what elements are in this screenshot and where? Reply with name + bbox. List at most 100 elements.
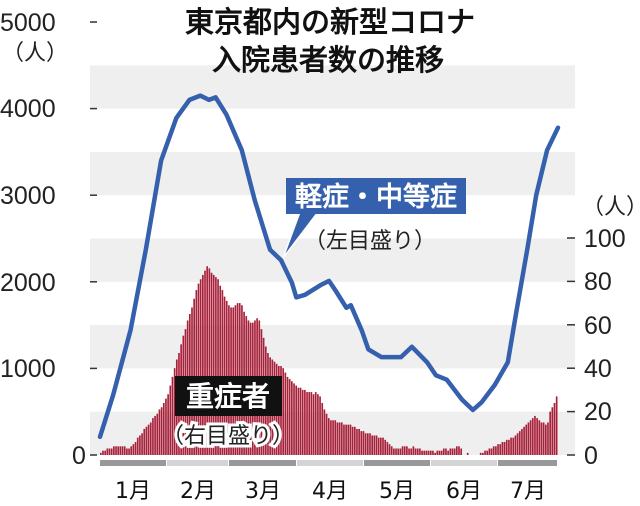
severe-bar xyxy=(521,428,523,455)
severe-bar xyxy=(356,428,358,455)
severe-bar xyxy=(351,426,354,455)
month-bar xyxy=(229,460,296,466)
severe-bar xyxy=(169,385,172,455)
severe-bar xyxy=(197,283,200,455)
severe-bar xyxy=(152,418,154,455)
severe-bar xyxy=(499,444,502,455)
grid-bands xyxy=(90,65,575,455)
severe-bar xyxy=(534,415,536,455)
right-tick-label: 40 xyxy=(584,355,612,383)
severe-bar xyxy=(416,448,419,455)
severe-bar xyxy=(366,433,369,455)
moderate-label: 軽症・中等症 xyxy=(295,181,457,213)
severe-bar xyxy=(453,448,456,455)
severe-bar xyxy=(306,392,308,455)
severe-bar xyxy=(412,446,415,455)
severe-bar xyxy=(113,446,115,455)
severe-bar xyxy=(336,422,339,455)
severe-bar xyxy=(219,285,222,455)
severe-bar xyxy=(325,413,328,455)
left-tick-label: 2000 xyxy=(0,269,56,297)
month-label: 7月 xyxy=(510,479,546,504)
severe-bar xyxy=(206,266,209,455)
moderate-axis-note: （左目盛り） xyxy=(304,229,436,254)
severe-bar xyxy=(460,448,462,455)
severe-bar xyxy=(327,418,330,455)
severe-bar xyxy=(338,422,341,455)
severe-bar xyxy=(173,368,176,455)
grid-band xyxy=(90,65,575,109)
severe-bar xyxy=(288,379,291,455)
severe-bar xyxy=(497,444,499,455)
moderate-line xyxy=(97,93,561,440)
right-tick-label: 20 xyxy=(584,398,612,426)
chart-title-line1: 東京都内の新型コロナ xyxy=(185,5,475,39)
severe-bar xyxy=(340,422,343,455)
severe-bar xyxy=(429,450,432,455)
severe-bar xyxy=(414,448,417,455)
severe-bar xyxy=(531,418,534,455)
severe-bar xyxy=(291,381,293,455)
severe-bar xyxy=(551,407,554,455)
severe-bar xyxy=(301,389,304,455)
left-tick-label: 3000 xyxy=(0,182,56,210)
right-tick-label: 0 xyxy=(584,442,598,470)
severe-bar xyxy=(455,446,458,455)
month-label: 4月 xyxy=(312,479,348,504)
severe-bar xyxy=(312,394,315,455)
moderate-series-label: 軽症・中等症 （左目盛り） xyxy=(282,178,466,259)
severe-bar xyxy=(314,392,317,455)
severe-bar xyxy=(544,424,547,455)
severe-bar xyxy=(295,385,298,455)
severe-bar xyxy=(423,450,426,455)
severe-bar xyxy=(410,448,413,455)
severe-bar xyxy=(345,424,347,455)
severe-bar xyxy=(386,441,389,455)
severe-bar xyxy=(321,402,324,455)
severe-bar xyxy=(215,277,217,455)
severe-bar xyxy=(160,407,163,455)
severe-bar xyxy=(319,396,321,455)
severe-bar xyxy=(490,448,493,455)
right-tick-label: 80 xyxy=(584,268,612,296)
severe-bar xyxy=(102,450,104,455)
severe-bar xyxy=(419,448,421,455)
severe-bar xyxy=(104,450,107,455)
severe-bar xyxy=(445,448,447,455)
severe-bar xyxy=(547,422,549,455)
severe-bar xyxy=(143,428,146,455)
severe-bar xyxy=(536,418,538,455)
severe-bar xyxy=(343,424,345,455)
month-label: 5月 xyxy=(379,479,415,504)
severe-axis-note: （右目盛り） xyxy=(162,424,294,449)
severe-bar xyxy=(451,448,454,455)
severe-bar xyxy=(382,437,384,455)
severe-bar xyxy=(204,270,206,455)
severe-bar xyxy=(438,450,441,455)
severe-bar xyxy=(317,394,319,455)
severe-bar xyxy=(149,422,152,455)
month-bar xyxy=(498,460,557,466)
severe-bar xyxy=(529,420,532,455)
severe-bar xyxy=(514,435,517,455)
severe-bar xyxy=(516,433,519,455)
severe-bar xyxy=(128,448,130,455)
severe-bar xyxy=(162,402,165,455)
severe-bar xyxy=(371,435,373,455)
severe-bar xyxy=(154,415,156,455)
severe-bar xyxy=(479,452,482,455)
severe-bar xyxy=(434,452,436,455)
right-axis-unit: （人） xyxy=(582,194,640,219)
month-labels: 1月 2月 3月 4月 5月 6月 7月 xyxy=(115,479,546,504)
grid-band xyxy=(90,325,575,369)
severe-bar xyxy=(349,424,352,455)
severe-bar xyxy=(466,452,469,455)
severe-bar xyxy=(100,452,102,455)
severe-bar xyxy=(388,444,391,455)
severe-bar xyxy=(503,441,506,455)
severe-bar xyxy=(117,446,120,455)
severe-bar xyxy=(121,446,124,455)
severe-bar xyxy=(147,424,150,455)
severe-bar xyxy=(380,437,382,455)
